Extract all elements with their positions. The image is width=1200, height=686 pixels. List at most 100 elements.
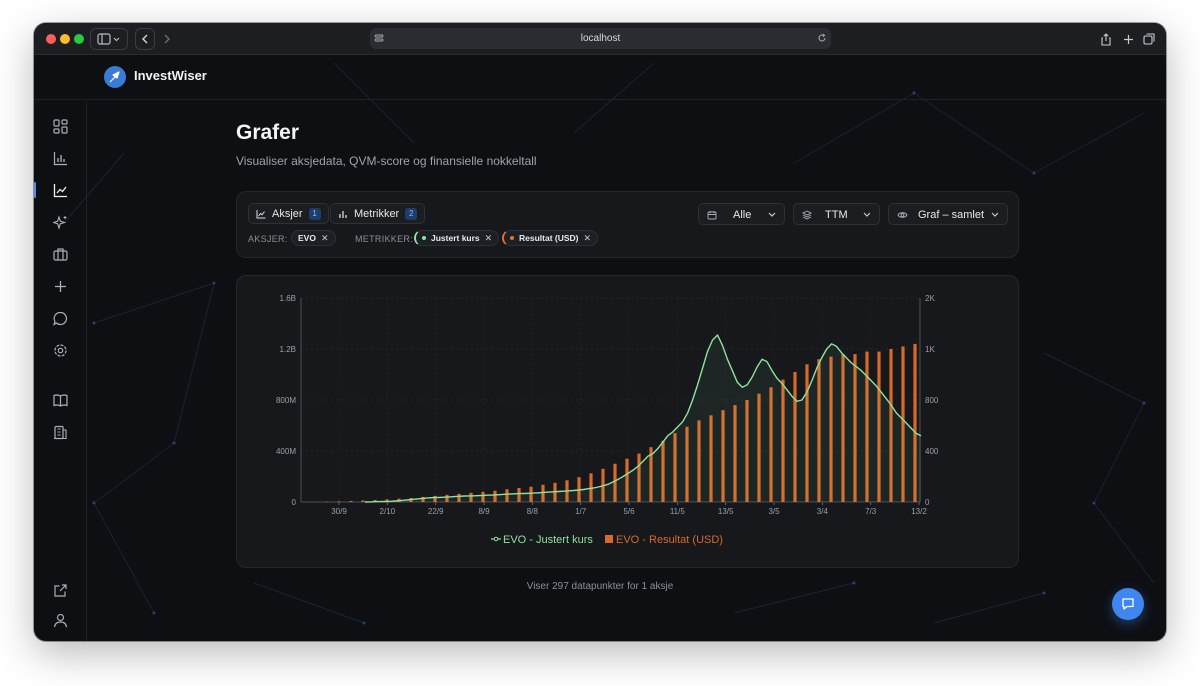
bar-resultat: [901, 346, 905, 502]
remove-stock-icon[interactable]: ✕: [320, 232, 329, 243]
sidebar-active-indicator: [34, 182, 36, 198]
maximize-window-icon[interactable]: [74, 34, 84, 44]
user-icon: [53, 613, 67, 627]
sidebar-item-analysis[interactable]: [51, 149, 69, 167]
sidebar-item-charts[interactable]: [51, 181, 69, 199]
building-icon: [53, 425, 67, 439]
remove-metric-icon[interactable]: ✕: [484, 232, 493, 243]
bar-resultat: [745, 400, 749, 502]
sidebar-item-profile[interactable]: [51, 611, 69, 629]
metric-chip-label: Resultat (USD): [519, 233, 579, 243]
bar-resultat: [865, 351, 869, 502]
y-left-tick-label: 0: [292, 498, 297, 507]
metrikker-tab-button[interactable]: Metrikker 2: [330, 203, 426, 224]
tabs-icon: [1143, 33, 1155, 45]
bar-resultat: [373, 499, 377, 502]
period-select-value: Alle: [733, 209, 752, 221]
sidebar-toggle-button[interactable]: [90, 28, 128, 50]
line-chart-icon: [53, 183, 67, 197]
sidebar-item-add[interactable]: [51, 277, 69, 295]
external-link-icon: [53, 583, 67, 597]
dashboard-icon: [52, 118, 68, 134]
aksjer-tab-button[interactable]: Aksjer 1: [248, 203, 329, 224]
back-button[interactable]: [135, 28, 155, 50]
line-justert-kurs: [364, 334, 922, 503]
bar-resultat: [757, 393, 761, 502]
stock-chip-evo[interactable]: EVO ✕: [291, 230, 336, 246]
address-bar[interactable]: localhost: [370, 28, 831, 49]
minimize-window-icon[interactable]: [60, 34, 70, 44]
sidebar-item-chat[interactable]: [51, 309, 69, 327]
legend-label-resultat: EVO - Resultat (USD): [616, 534, 723, 546]
period-select[interactable]: Alle: [698, 203, 785, 225]
close-window-icon[interactable]: [46, 34, 56, 44]
reload-icon[interactable]: [817, 33, 827, 43]
bar-resultat: [337, 501, 341, 502]
bar-chart-icon: [339, 210, 347, 218]
bar-resultat: [817, 359, 821, 502]
bar-resultat: [457, 493, 461, 502]
tab-overview-button[interactable]: [1140, 28, 1158, 50]
sidebar-item-docs[interactable]: [51, 391, 69, 409]
share-icon: [1101, 32, 1111, 46]
view-select[interactable]: Graf – samlet: [888, 203, 1008, 225]
sidebar-item-dashboard[interactable]: [51, 117, 69, 135]
bar-resultat: [793, 371, 797, 502]
settings-icon: [53, 343, 67, 357]
bar-resultat: [877, 351, 881, 502]
x-tick-label: 5/6: [623, 507, 635, 516]
y-left-tick-label: 400M: [276, 447, 296, 456]
metric-chip-resultat[interactable]: Resultat (USD) ✕: [502, 230, 599, 246]
legend-line-marker-dot: [493, 536, 499, 542]
bar-resultat: [733, 405, 737, 502]
forward-button[interactable]: [157, 28, 177, 50]
chat-button[interactable]: [1112, 588, 1144, 620]
browser-titlebar: localhost: [34, 23, 1166, 55]
url-text: localhost: [580, 33, 621, 44]
page-settings-icon: [374, 34, 384, 42]
layers-icon: [802, 210, 812, 220]
sidebar-item-settings[interactable]: [51, 341, 69, 359]
y-right-tick-label: 2K: [925, 294, 935, 303]
sidebar-item-companies[interactable]: [51, 423, 69, 441]
metrikker-filter-label: METRIKKER:: [355, 234, 414, 244]
sidebar-item-portfolio[interactable]: [51, 245, 69, 263]
y-right-tick-label: 800: [925, 396, 939, 405]
chevron-down-icon: [991, 212, 999, 217]
legend-label-justert-kurs: EVO - Justert kurs: [503, 534, 593, 546]
sidebar: [34, 101, 87, 641]
plus-icon: [54, 280, 66, 292]
bar-resultat: [421, 496, 425, 502]
sidebar-item-ai[interactable]: [51, 213, 69, 231]
metric-chip-justert-kurs[interactable]: Justert kurs ✕: [414, 230, 500, 246]
chevron-left-icon: [142, 34, 148, 44]
aksjer-tab-label: Aksjer: [272, 207, 303, 220]
page-title: Grafer: [236, 121, 300, 144]
bar-resultat: [805, 364, 809, 502]
app-logo[interactable]: [104, 66, 126, 88]
sidebar-item-external[interactable]: [51, 581, 69, 599]
y-left-tick-label: 1.2B: [280, 345, 296, 354]
share-button[interactable]: [1097, 28, 1115, 50]
bar-resultat: [781, 379, 785, 502]
x-tick-label: 22/9: [428, 507, 444, 516]
chevron-right-icon: [164, 34, 170, 44]
bar-resultat: [637, 453, 641, 502]
basis-select[interactable]: TTM: [793, 203, 880, 225]
bar-resultat: [325, 501, 329, 503]
app-header: InvestWiser: [34, 55, 1166, 100]
remove-metric-icon[interactable]: ✕: [583, 232, 592, 243]
bar-resultat: [493, 490, 497, 502]
app-brand[interactable]: InvestWiser: [134, 68, 207, 83]
bar-resultat: [469, 492, 473, 502]
bar-resultat: [505, 489, 509, 502]
x-tick-label: 13/2: [911, 507, 927, 516]
controls-card: Aksjer 1 Metrikker 2 Alle TTM Graf – sam…: [236, 191, 1019, 258]
bar-resultat: [721, 410, 725, 502]
chevron-down-icon: [863, 212, 871, 217]
x-tick-label: 8/8: [527, 507, 539, 516]
bar-chart-icon: [53, 151, 67, 165]
bar-resultat: [349, 500, 353, 502]
new-tab-button[interactable]: [1119, 28, 1137, 50]
bar-resultat: [529, 486, 533, 502]
